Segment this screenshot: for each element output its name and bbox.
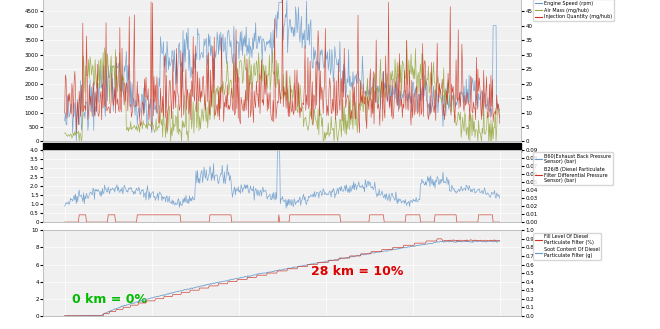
Legend: Engine Speed (rpm), Air Mass (mg/hub), Injection Quantity (mg/hub): Engine Speed (rpm), Air Mass (mg/hub), I… xyxy=(533,0,614,21)
Text: 28 km = 10%: 28 km = 10% xyxy=(311,265,403,278)
Bar xyxy=(43,143,521,152)
Legend: B60(Exhaust Back Pressure
Sensor) (bar), B26/B (Diesel Particulate
Filter Differ: B60(Exhaust Back Pressure Sensor) (bar),… xyxy=(533,152,612,185)
Legend: Fill Level Of Diesel
Particulate Filter (%), Soot Content Of Diesel
Particulate : Fill Level Of Diesel Particulate Filter … xyxy=(533,233,601,260)
Text: 0 km = 0%: 0 km = 0% xyxy=(71,293,147,306)
